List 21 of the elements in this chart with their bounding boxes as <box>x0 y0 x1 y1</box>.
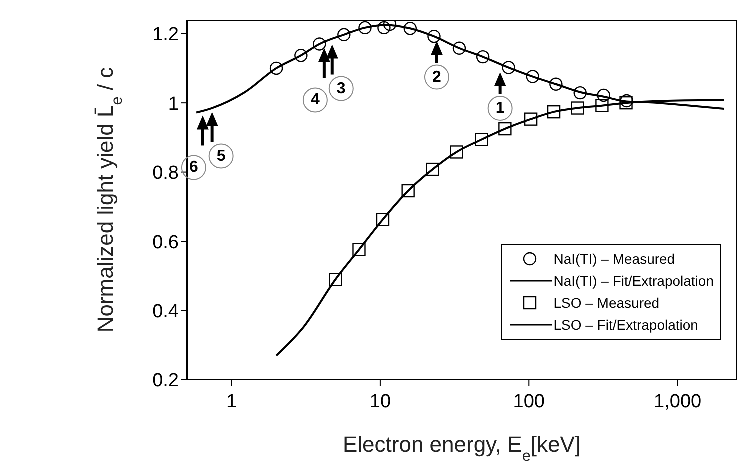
y-tick-label: 1 <box>168 94 179 115</box>
annotation: 1 <box>496 100 505 117</box>
y-tick-label: 1.2 <box>152 24 179 46</box>
x-tick-label: 10 <box>370 391 392 412</box>
x-tick-label: 100 <box>513 391 545 412</box>
annotation: 2 <box>432 68 442 86</box>
x-tick-label: 1,000 <box>654 391 702 412</box>
y-tick-label: 0.6 <box>152 232 179 254</box>
annotation: 6 <box>189 159 198 176</box>
legend-label: NaI(TI) – Measured <box>554 251 676 267</box>
annotation: 3 <box>336 80 346 98</box>
x-tick-label: 1 <box>226 391 238 412</box>
legend-label: LSO – Fit/Extrapolation <box>554 317 698 333</box>
x-axis-title: Electron energy, E$_{e}$[keV] <box>342 432 582 464</box>
y-tick-label: 0.8 <box>152 163 179 184</box>
y-tick-label: 0.2 <box>152 370 179 392</box>
y-tick-label: 0.4 <box>152 302 180 323</box>
annotation: 5 <box>216 148 226 165</box>
annotation: 4 <box>310 92 320 109</box>
legend-label: LSO – Measured <box>554 295 660 311</box>
legend-label: NaI(TI) – Fit/Extrapolation <box>554 273 714 289</box>
